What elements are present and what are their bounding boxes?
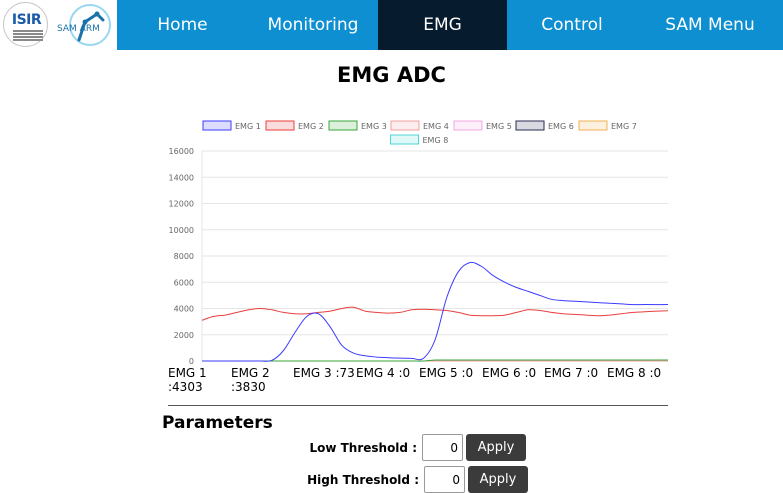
series-line-emg-1 [202, 261, 669, 362]
nav-home[interactable]: Home [157, 15, 208, 35]
isir-logo-subtext [13, 30, 43, 42]
high-threshold-apply-button[interactable]: Apply [468, 466, 528, 493]
series-line-emg-2 [201, 306, 669, 321]
legend-swatch [265, 120, 295, 131]
readout-emg-6: EMG 6 :0 [482, 366, 537, 380]
legend-swatch [515, 120, 545, 131]
nav-bar: Home Monitoring EMG Control SAM Menu [117, 0, 783, 50]
legend-swatch [578, 120, 608, 131]
legend-label: EMG 3 [361, 122, 387, 131]
y-tick-label: 10000 [169, 226, 194, 235]
nav-control[interactable]: Control [541, 15, 603, 35]
legend-label: EMG 7 [611, 122, 637, 131]
high-threshold-label: High Threshold : [307, 473, 419, 487]
legend-label: EMG 6 [548, 122, 574, 131]
legend-swatch [453, 120, 483, 131]
sam-arm-logo-text: SAM ARM [57, 24, 100, 34]
y-tick-label: 6000 [174, 278, 194, 287]
y-tick-label: 4000 [174, 305, 194, 314]
readout-emg-1: EMG 1:4303 [168, 366, 207, 394]
y-tick-label: 2000 [174, 331, 194, 340]
y-tick-label: 14000 [169, 173, 194, 182]
isir-logo: ISIR [3, 2, 48, 47]
y-tick-label: 16000 [169, 147, 194, 156]
emg-line-chart: 0 2000 4000 6000 8000 10000 12000 14000 16000 EMG… [169, 120, 669, 366]
page-title: EMG ADC [337, 63, 446, 87]
high-threshold-input[interactable] [424, 466, 465, 493]
readout-emg-5: EMG 5 :0 [419, 366, 474, 380]
low-threshold-apply-button[interactable]: Apply [466, 434, 526, 461]
legend-label: EMG 8 [423, 136, 449, 145]
nav-monitoring[interactable]: Monitoring [267, 15, 359, 35]
legend-label: EMG 2 [298, 122, 324, 131]
legend-label: EMG 1 [235, 122, 261, 131]
readout-emg-2: EMG 2:3830 [231, 366, 270, 394]
nav-emg[interactable]: EMG [378, 0, 507, 50]
readout-emg-4: EMG 4 :0 [356, 366, 411, 380]
legend-label: EMG 4 [423, 122, 449, 131]
top-navbar: ISIR SAM ARM Home Monitoring EMG Control… [0, 0, 783, 50]
readout-emg-3: EMG 3 :73 [293, 366, 355, 380]
low-threshold-input[interactable] [422, 434, 463, 461]
legend-swatch [390, 134, 419, 145]
parameters-title: Parameters [162, 413, 273, 433]
section-divider [168, 405, 668, 406]
y-tick-label: 8000 [174, 252, 194, 261]
legend-swatch [390, 120, 420, 131]
legend-label: EMG 5 [486, 122, 512, 131]
legend-swatch [202, 120, 232, 131]
isir-logo-text: ISIR [11, 12, 42, 28]
nav-sam-menu[interactable]: SAM Menu [665, 15, 755, 35]
readout-emg-7: EMG 7 :0 [544, 366, 599, 380]
logo-area: ISIR SAM ARM [0, 0, 117, 50]
sam-arm-logo: SAM ARM [57, 4, 111, 46]
legend-swatch [328, 120, 358, 131]
y-tick-label: 0 [189, 357, 194, 366]
y-tick-label: 12000 [169, 200, 194, 209]
low-threshold-label: Low Threshold : [309, 441, 417, 455]
series-line-emg-3 [202, 359, 668, 362]
readout-emg-8: EMG 8 :0 [607, 366, 662, 380]
